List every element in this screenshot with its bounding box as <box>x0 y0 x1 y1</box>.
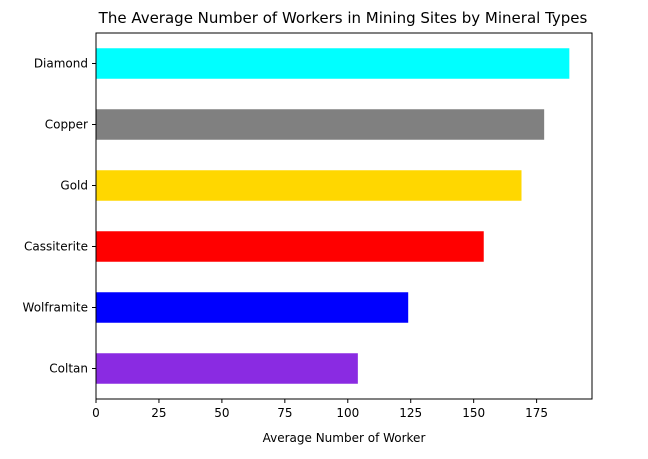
x-tick-label: 0 <box>92 406 100 420</box>
x-axis-label: Average Number of Worker <box>263 431 426 445</box>
y-tick-label: Gold <box>60 179 88 193</box>
x-tick-label: 25 <box>151 406 166 420</box>
y-tick-label: Wolframite <box>23 301 88 315</box>
bar-gold <box>96 170 522 201</box>
y-tick-label: Diamond <box>34 57 88 71</box>
chart-title: The Average Number of Workers in Mining … <box>98 9 588 27</box>
x-tick-label: 100 <box>336 406 359 420</box>
x-tick-label: 75 <box>277 406 292 420</box>
plot-frame <box>95 32 593 400</box>
bars-group <box>96 48 570 384</box>
bar-diamond <box>96 48 570 79</box>
x-tick-label: 125 <box>399 406 422 420</box>
bar-coltan <box>96 353 358 384</box>
x-tick-label: 50 <box>214 406 229 420</box>
x-tick-label: 150 <box>462 406 485 420</box>
x-tick-label: 175 <box>525 406 548 420</box>
bar-wolframite <box>96 292 409 323</box>
bar-copper <box>96 109 545 140</box>
y-tick-label: Coltan <box>49 362 88 376</box>
y-tick-label: Copper <box>45 118 88 132</box>
x-axis: 0 25 50 75 100 125 150 175 <box>92 399 548 420</box>
bar-cassiterite <box>96 231 484 262</box>
y-tick-label: Cassiterite <box>24 240 88 254</box>
y-axis: Diamond Copper Gold Cassiterite Wolframite Co… <box>23 57 96 376</box>
